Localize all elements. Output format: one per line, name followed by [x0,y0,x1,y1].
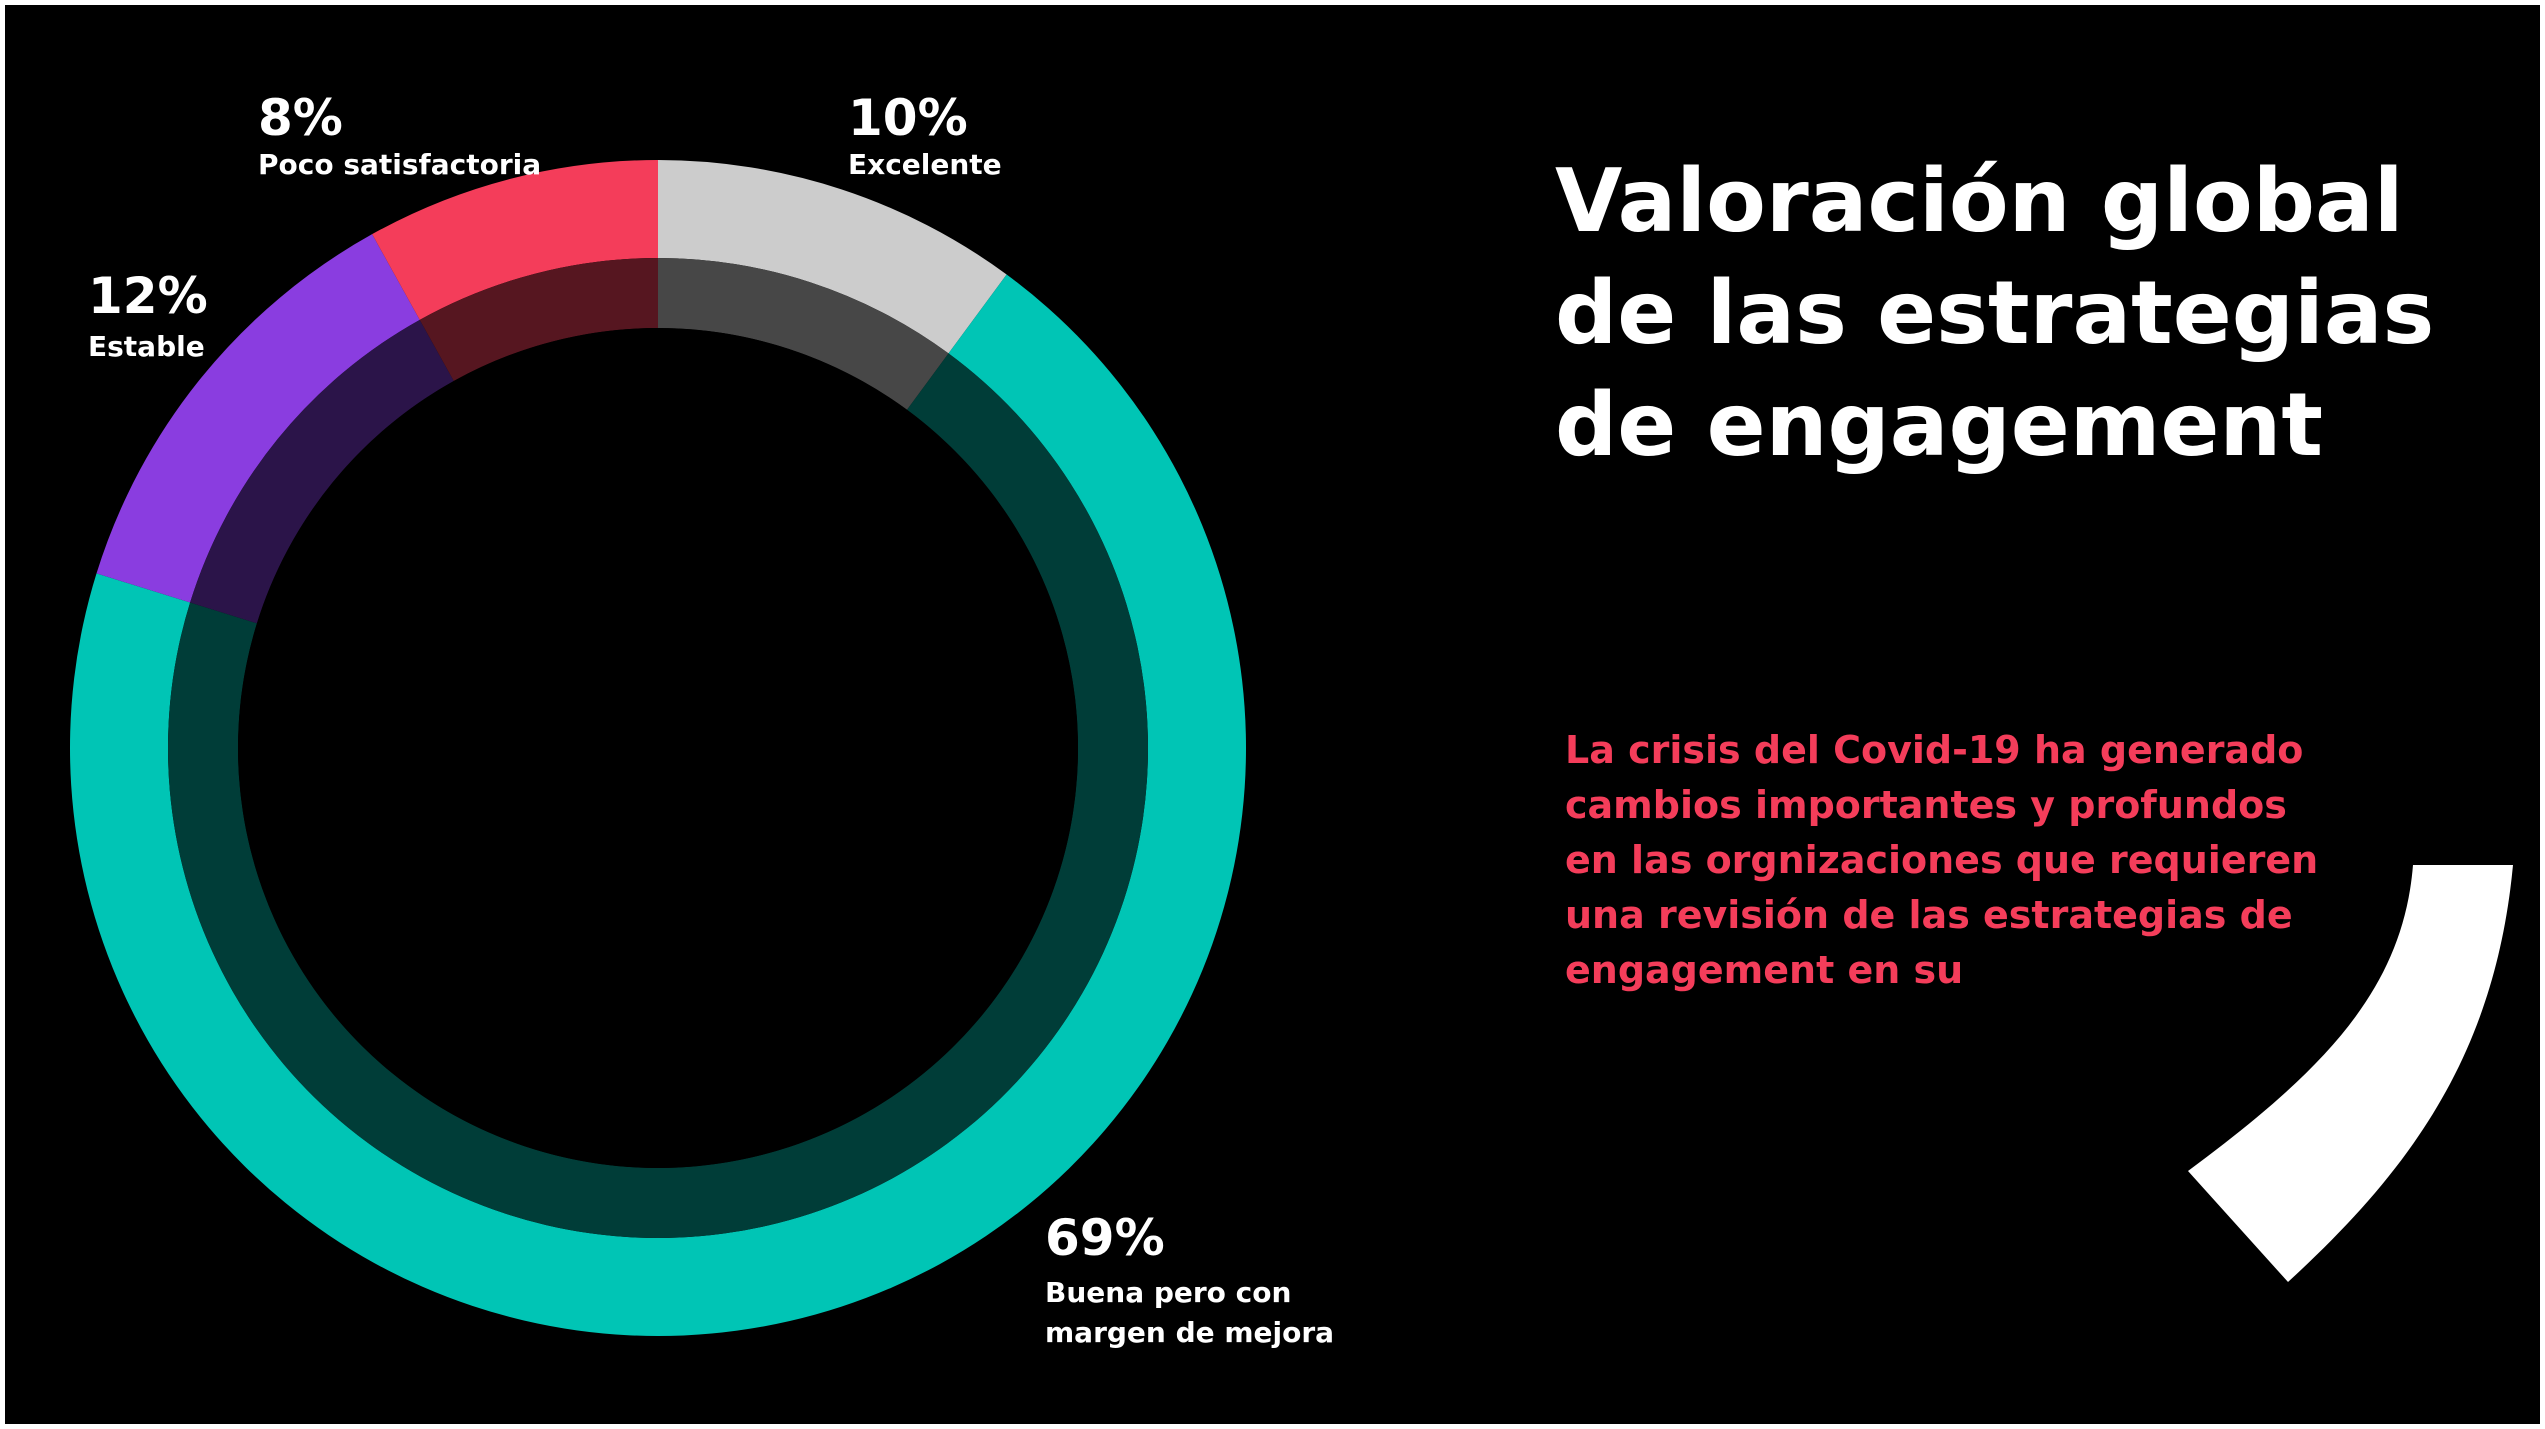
page-title: Valoración global de las estrategias de … [1555,150,2435,476]
donut-slice-inner-excelente [658,258,949,410]
donut-slice-excelente [658,160,1007,354]
donut-slice-inner-estable [190,319,454,624]
data-label-estable-name: Estable [88,330,205,363]
donut-slice-inner-poco-satisfactoria [419,258,658,381]
donut-slice-poco-satisfactoria [372,160,658,320]
description-text: La crisis del Covid-19 ha generado cambi… [1565,728,2319,992]
slide: 10% Excelente 8% Poco satisfactoria 12% … [5,5,2540,1424]
data-label-buena-value: 69% [1045,1209,1165,1267]
data-label-poco-satisfactoria-value: 8% [258,89,343,147]
donut-chart [70,160,1247,1337]
donut-slice-estable [96,234,420,603]
data-label-poco-satisfactoria-name: Poco satisfactoria [258,148,542,181]
donut-hole [238,328,1078,1168]
data-label-buena-name-line1: Buena pero con [1045,1276,1292,1309]
data-label-excelente-name: Excelente [848,148,1002,181]
data-label-estable-value: 12% [88,267,208,325]
data-label-buena-name-line2: margen de mejora [1045,1316,1335,1349]
data-label-excelente-value: 10% [848,89,968,147]
